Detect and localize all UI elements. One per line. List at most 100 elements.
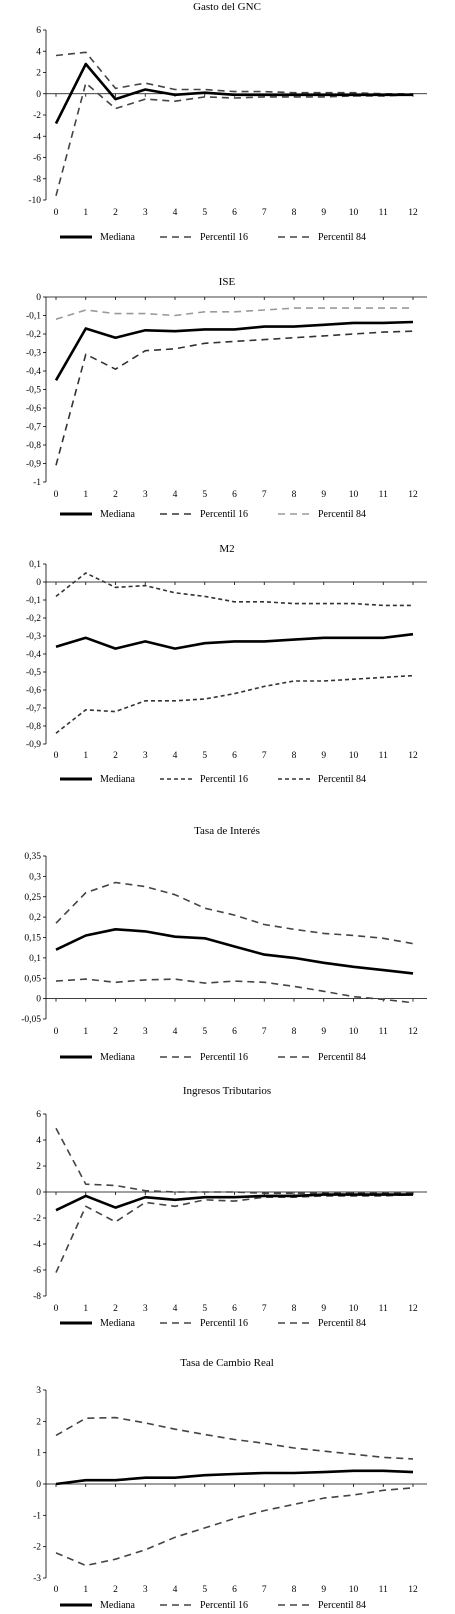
y-tick-label: -4 bbox=[33, 1240, 41, 1250]
x-tick-label: 7 bbox=[262, 1304, 267, 1314]
y-tick-label: 4 bbox=[36, 47, 41, 57]
y-tick-label: -0,9 bbox=[26, 460, 41, 470]
series-line-percentil-84 bbox=[55, 1127, 413, 1195]
x-tick-label: 6 bbox=[232, 490, 237, 500]
y-tick-label: -1 bbox=[33, 1511, 41, 1521]
x-tick-label: 6 bbox=[232, 208, 237, 218]
y-tick-label: 2 bbox=[36, 1162, 41, 1172]
y-tick-label: -0,1 bbox=[26, 312, 41, 322]
chart-title: Tasa de Interés bbox=[194, 825, 260, 837]
y-tick-label: 0 bbox=[36, 578, 41, 588]
series-line-percentil-16 bbox=[55, 1193, 414, 1273]
y-tick-label: -0,7 bbox=[26, 704, 41, 714]
series-line-mediana bbox=[55, 632, 414, 650]
y-tick-label: -0,9 bbox=[26, 740, 41, 750]
x-tick-label: 8 bbox=[292, 1027, 297, 1037]
x-tick-label: 9 bbox=[321, 490, 326, 500]
legend-label: Percentil 84 bbox=[318, 1052, 366, 1063]
series-line-mediana bbox=[55, 1193, 413, 1212]
x-tick-label: 1 bbox=[83, 1304, 88, 1314]
x-tick-label: 2 bbox=[113, 751, 118, 761]
y-tick-label: 4 bbox=[36, 1136, 41, 1146]
y-tick-label: 2 bbox=[36, 1417, 41, 1427]
x-tick-label: 8 bbox=[292, 751, 297, 761]
y-tick-label: -0,05 bbox=[21, 1015, 41, 1025]
x-tick-label: 11 bbox=[379, 490, 388, 500]
series-line-percentil-16 bbox=[55, 330, 414, 466]
x-tick-label: 1 bbox=[83, 1027, 88, 1037]
x-tick-label: 2 bbox=[113, 1027, 118, 1037]
legend-label: Percentil 84 bbox=[318, 1600, 366, 1611]
x-tick-label: 3 bbox=[143, 490, 148, 500]
y-tick-label: -0,7 bbox=[26, 423, 41, 433]
x-tick-label: 1 bbox=[83, 208, 88, 218]
x-tick-label: 5 bbox=[202, 1585, 207, 1595]
chart-title: Gasto del GNC bbox=[193, 1, 261, 13]
x-tick-label: 8 bbox=[292, 490, 297, 500]
y-tick-label: 1 bbox=[36, 1449, 41, 1459]
y-tick-label: -0,3 bbox=[26, 349, 41, 359]
x-tick-label: 9 bbox=[321, 208, 326, 218]
x-tick-label: 8 bbox=[292, 1585, 297, 1595]
x-tick-label: 3 bbox=[143, 1585, 148, 1595]
x-tick-label: 2 bbox=[113, 208, 118, 218]
y-tick-label: 0,25 bbox=[24, 893, 41, 903]
x-tick-label: 0 bbox=[54, 1304, 59, 1314]
x-tick-label: 11 bbox=[379, 1304, 388, 1314]
x-tick-label: 4 bbox=[173, 751, 178, 761]
series-line-percentil-84 bbox=[55, 51, 413, 95]
y-tick-label: 0,1 bbox=[29, 954, 41, 964]
x-tick-label: 5 bbox=[202, 490, 207, 500]
x-tick-label: 1 bbox=[83, 1585, 88, 1595]
y-tick-label: -6 bbox=[33, 154, 41, 164]
y-tick-label: -0,6 bbox=[26, 686, 41, 696]
x-tick-label: 6 bbox=[232, 1585, 237, 1595]
y-tick-label: -0,2 bbox=[26, 614, 41, 624]
legend-label: Percentil 84 bbox=[318, 509, 366, 520]
x-tick-label: 12 bbox=[408, 208, 418, 218]
chart-title: Tasa de Cambio Real bbox=[180, 1357, 274, 1369]
series-line-percentil-16 bbox=[55, 82, 414, 197]
x-tick-label: 12 bbox=[408, 751, 418, 761]
series-line-mediana bbox=[55, 1469, 414, 1486]
x-tick-label: 0 bbox=[54, 1585, 59, 1595]
series-line-percentil-16 bbox=[55, 1487, 414, 1567]
series-line-mediana bbox=[55, 928, 414, 975]
chart-title: Ingresos Tributarios bbox=[183, 1085, 271, 1097]
y-tick-label: -8 bbox=[33, 175, 41, 185]
x-tick-label: 7 bbox=[262, 208, 267, 218]
x-tick-label: 9 bbox=[321, 1304, 326, 1314]
x-tick-label: 8 bbox=[292, 1304, 297, 1314]
x-tick-label: 2 bbox=[113, 1585, 118, 1595]
y-tick-label: -0,3 bbox=[26, 632, 41, 642]
x-tick-label: 7 bbox=[262, 1585, 267, 1595]
x-tick-label: 0 bbox=[54, 208, 59, 218]
y-tick-label: -2 bbox=[33, 111, 41, 121]
y-tick-label: -0,5 bbox=[26, 386, 41, 396]
y-tick-label: 2 bbox=[36, 69, 41, 79]
x-tick-label: 4 bbox=[173, 1585, 178, 1595]
x-tick-label: 4 bbox=[173, 208, 178, 218]
x-tick-label: 5 bbox=[202, 1027, 207, 1037]
x-tick-label: 4 bbox=[173, 490, 178, 500]
series-line-mediana bbox=[54, 62, 413, 125]
y-tick-label: -0,8 bbox=[26, 722, 41, 732]
y-tick-label: 0,3 bbox=[29, 872, 41, 882]
x-tick-label: 10 bbox=[349, 490, 359, 500]
series-line-percentil-84 bbox=[55, 307, 413, 320]
legend-label: Percentil 84 bbox=[318, 1318, 366, 1329]
x-tick-label: 6 bbox=[232, 1027, 237, 1037]
x-tick-label: 3 bbox=[143, 1027, 148, 1037]
y-tick-label: 0 bbox=[36, 995, 41, 1005]
y-tick-label: -0,2 bbox=[26, 330, 41, 340]
y-tick-label: 0,2 bbox=[29, 913, 41, 923]
x-tick-label: 0 bbox=[54, 751, 59, 761]
y-tick-label: -8 bbox=[33, 1292, 41, 1302]
legend-label: Mediana bbox=[100, 509, 136, 520]
legend-label: Percentil 84 bbox=[318, 774, 366, 785]
x-tick-label: 10 bbox=[349, 1304, 359, 1314]
